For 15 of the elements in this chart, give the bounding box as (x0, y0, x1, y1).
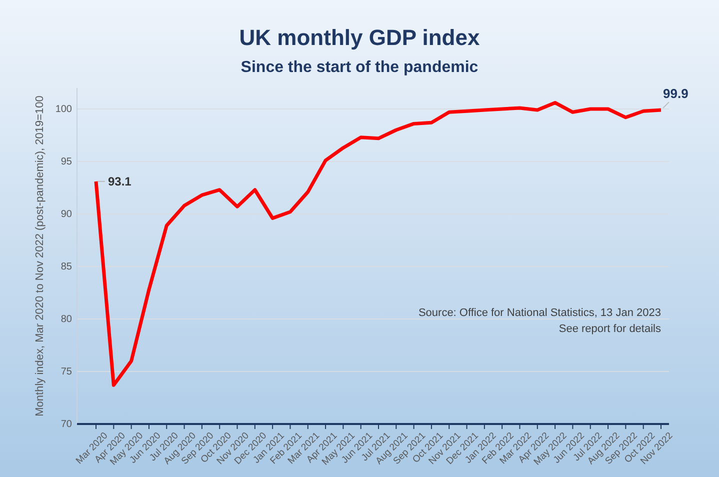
y-axis-title: Monthly index, Mar 2020 to Nov 2022 (post-pandemic), 2019=100 (34, 96, 46, 416)
line-series (94, 100, 663, 387)
y-tick-label: 80 (60, 314, 72, 326)
annotation: 99.9 (663, 86, 688, 102)
y-tick-label: 100 (55, 104, 72, 116)
y-tick-label: 95 (60, 156, 72, 168)
annotation: Source: Office for National Statistics, 13 Jan 2023 (418, 307, 661, 319)
chart-subtitle: Since the start of the pandemic (240, 59, 478, 76)
y-tick-label: 90 (60, 209, 72, 220)
annotation: See report for details (558, 323, 662, 335)
chart-title: UK monthly GDP index (239, 25, 480, 50)
y-tick-label: 85 (60, 262, 72, 273)
annotation: 93.1 (108, 174, 132, 188)
y-tick-label: 75 (60, 366, 72, 378)
y-tick-label: 70 (60, 419, 72, 430)
